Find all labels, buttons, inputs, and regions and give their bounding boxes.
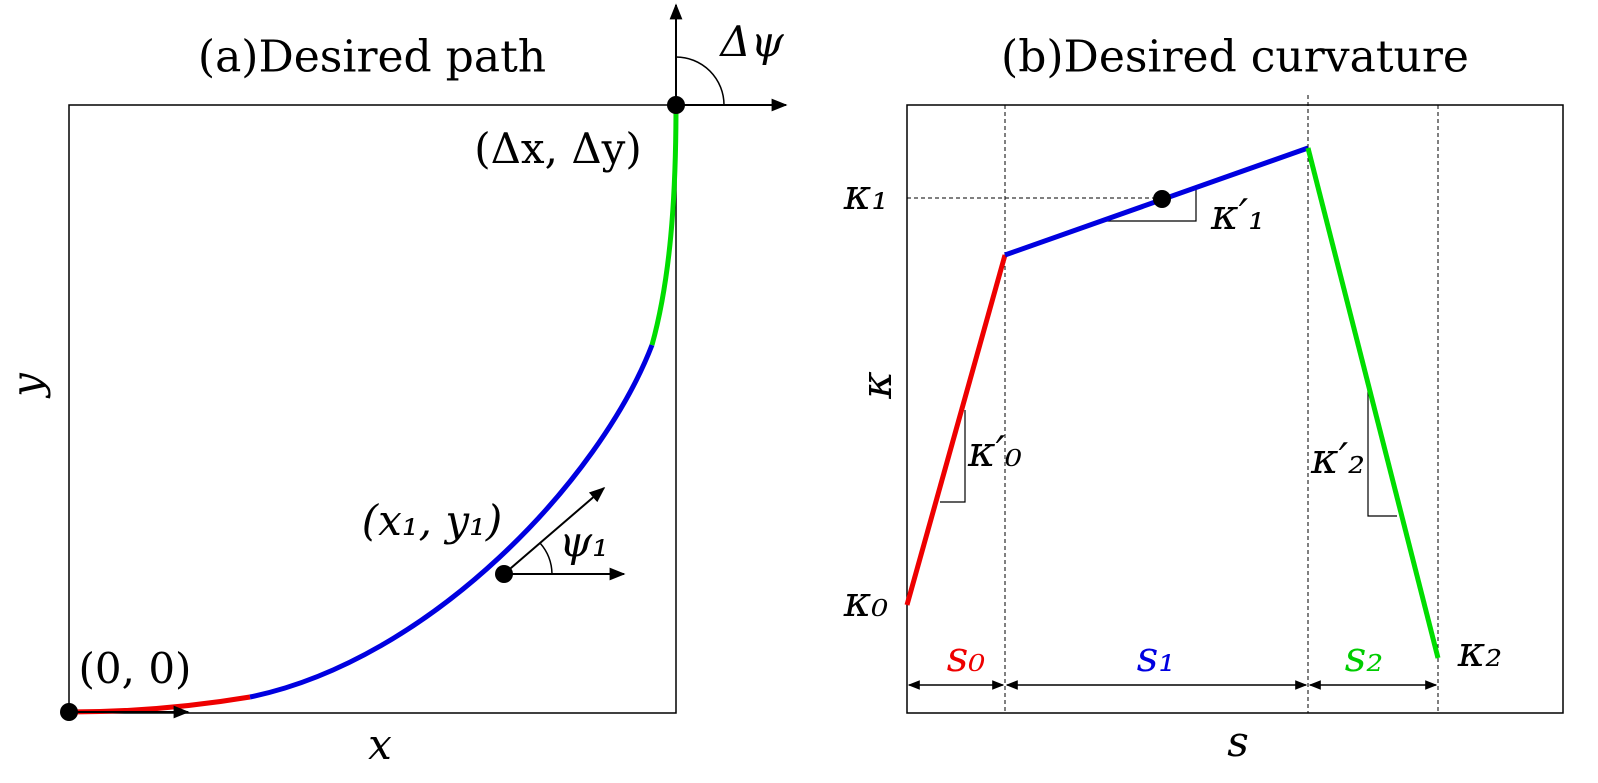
label: κ′₁ <box>1210 190 1265 239</box>
axis-label: y <box>2 372 51 399</box>
title: (a)Desired path <box>198 32 546 83</box>
label: κ₁ <box>843 170 888 219</box>
title: (b)Desired curvature <box>1001 32 1469 83</box>
label: s₁ <box>1137 632 1175 681</box>
label: κ′₀ <box>967 427 1022 476</box>
frame <box>68 104 677 714</box>
path-red <box>68 694 251 715</box>
axis-label: x <box>368 720 392 769</box>
label: κ₀ <box>843 577 889 626</box>
label: ψ₁ <box>559 517 609 566</box>
angle-arc <box>539 542 553 575</box>
point <box>667 96 685 114</box>
axis-label: s <box>1227 717 1249 766</box>
label: (Δx, Δy) <box>474 124 642 173</box>
panel-b: (b)Desired curvature κ₁ κ′₁ κ κ′₀ κ′₂ κ₀… <box>843 32 1564 766</box>
label: κ′₂ <box>1310 434 1365 483</box>
segment-green <box>1305 147 1441 659</box>
angle-arc <box>675 56 725 106</box>
label: (x₁, y₁) <box>362 496 503 545</box>
label: κ₂ <box>1457 627 1502 676</box>
point <box>1153 190 1171 208</box>
slope-triangle <box>1100 187 1197 222</box>
label: s₂ <box>1345 632 1383 681</box>
frame <box>906 104 1564 714</box>
heading-arrow <box>503 486 606 575</box>
slope-triangle <box>940 410 966 503</box>
label: s₀ <box>947 632 986 681</box>
segment-red <box>904 254 1008 606</box>
path-green <box>649 104 679 346</box>
point <box>495 565 513 583</box>
panel-a: (a)Desired path Δψ (Δx, Δy) y x (0, 0) (… <box>2 3 788 769</box>
axis-label: κ <box>852 371 901 400</box>
label: Δψ <box>718 17 784 66</box>
point <box>60 703 78 721</box>
slope-triangle <box>1367 380 1397 517</box>
label: (0, 0) <box>79 644 192 693</box>
path-blue <box>249 344 655 700</box>
